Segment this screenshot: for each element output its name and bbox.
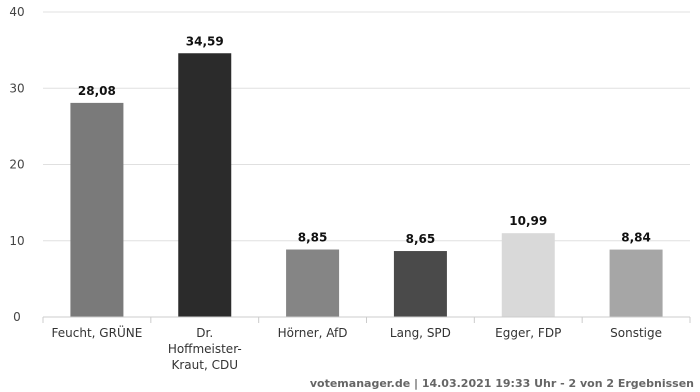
- bar: [178, 53, 232, 317]
- category-label: Egger, FDP: [495, 326, 561, 340]
- bar-value-label: 28,08: [78, 84, 116, 98]
- bar-value-label: 8,84: [621, 231, 651, 245]
- category-label: Sonstige: [610, 326, 662, 340]
- bar: [609, 249, 663, 317]
- bars: [70, 53, 663, 317]
- bar-value-label: 8,85: [298, 231, 328, 245]
- bar-value-label: 34,59: [186, 34, 224, 48]
- y-tick-label: 20: [9, 158, 24, 172]
- bar: [501, 233, 555, 317]
- bar: [393, 251, 447, 317]
- category-label: Lang, SPD: [390, 326, 451, 340]
- category-label: Feucht, GRÜNE: [52, 324, 143, 340]
- category-label: Hörner, AfD: [278, 326, 348, 340]
- bar: [286, 249, 340, 317]
- value-labels: 28,08 34,59 8,85 8,65 10,99 8,84: [78, 34, 651, 246]
- bar-value-label: 8,65: [406, 232, 436, 246]
- bar-value-label: 10,99: [509, 214, 547, 228]
- category-label: Dr. Hoffmeister-Kraut, CDU: [168, 326, 242, 372]
- x-axis: [42, 316, 691, 323]
- y-tick-label: 30: [9, 81, 24, 95]
- gridlines: [43, 11, 690, 242]
- category-labels: Feucht, GRÜNE Dr. Hoffmeister-Kraut, CDU Hö…: [52, 324, 662, 372]
- y-axis-ticks: 0 10 20 30 40: [9, 5, 24, 324]
- source-footer: votemanager.de | 14.03.2021 19:33 Uhr - …: [309, 377, 694, 390]
- y-tick-label: 10: [9, 234, 24, 248]
- bar: [70, 102, 124, 317]
- y-tick-label: 40: [9, 5, 24, 19]
- y-tick-label: 0: [13, 310, 21, 324]
